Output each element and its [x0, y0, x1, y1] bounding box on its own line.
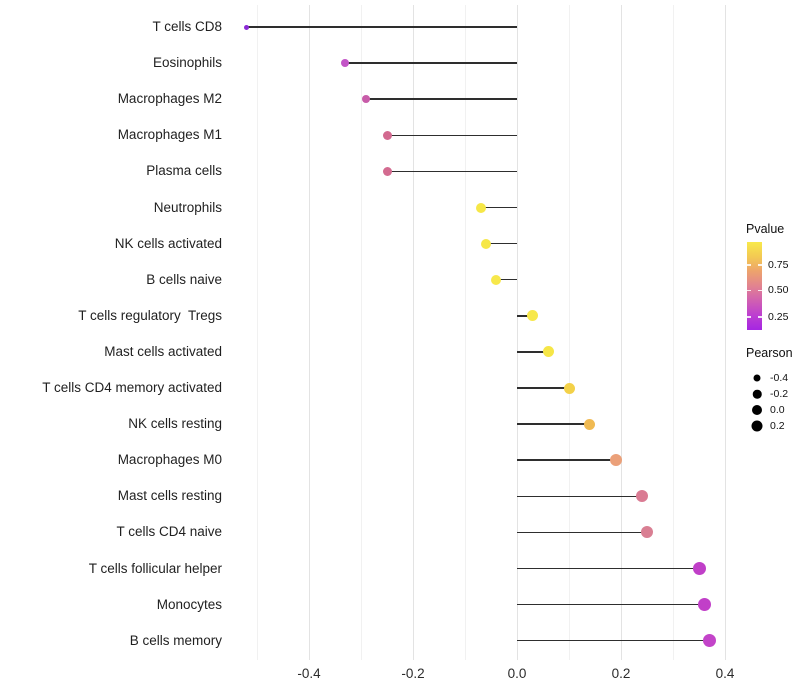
stem-nk-cells-activated [485, 242, 517, 245]
stem-t-cells-cd8 [246, 26, 517, 28]
point-mast-cells-activated [542, 346, 554, 358]
point-t-cells-regulatory-tregs [527, 310, 539, 322]
y-label-t-cells-cd4-memory-activated: T cells CD4 memory activated [42, 380, 222, 395]
legend-pvalue-title: Pvalue [746, 222, 785, 236]
stem-t-cells-regulatory-tregs [517, 315, 533, 317]
gridline-minor--0.5 [257, 5, 258, 660]
stem-macrophages-m1 [387, 134, 517, 137]
gridline-minor-0.3 [673, 5, 674, 660]
y-label-mast-cells-activated: Mast cells activated [104, 343, 222, 359]
pearson-size-label-0.2: 0.2 [770, 420, 785, 432]
pvalue-tickmark-0.75-left [747, 264, 751, 266]
y-label-nk-cells-resting: NK cells resting [128, 416, 222, 432]
point-b-cells-memory [702, 634, 716, 648]
stem-macrophages-m0 [517, 459, 616, 461]
point-t-cells-cd4-naive [641, 526, 653, 539]
pvalue-tick-0.50: 0.50 [768, 284, 789, 297]
point-macrophages-m1 [382, 130, 392, 140]
stem-t-cells-cd4-naive [517, 531, 647, 534]
y-label-b-cells-memory: B cells memory [129, 632, 222, 648]
plot-panel [235, 5, 737, 660]
y-label-t-cells-cd8: T cells CD8 [152, 19, 222, 34]
stem-monocytes [517, 603, 705, 606]
pvalue-tickmark-0.25-left [747, 316, 751, 318]
y-label-t-cells-cd4-naive: T cells CD4 naive [116, 524, 222, 540]
point-neutrophils [475, 202, 486, 213]
y-label-mast-cells-resting: Mast cells resting [117, 488, 222, 504]
y-label-eosinophils: Eosinophils [152, 55, 222, 71]
pearson-size-dot--0.2 [752, 389, 762, 399]
gridline-minor--0.1 [465, 5, 466, 660]
pvalue-colorbar [747, 242, 762, 330]
pearson-size-dot-0.2 [751, 420, 763, 432]
stem-b-cells-naive [496, 278, 517, 281]
stem-eosinophils [345, 62, 517, 64]
y-label-macrophages-m1: Macrophages M1 [117, 127, 222, 143]
y-label-macrophages-m2: Macrophages M2 [117, 91, 222, 107]
pvalue-tick-0.75: 0.75 [768, 258, 789, 271]
gridline-major--0.4 [309, 5, 310, 660]
stem-nk-cells-resting [517, 423, 590, 425]
pvalue-tickmark-0.75-right [758, 264, 762, 266]
point-b-cells-naive [491, 274, 502, 285]
stem-mast-cells-activated [517, 351, 549, 353]
stem-t-cells-cd4-memory-activated [517, 387, 569, 389]
stem-t-cells-follicular-helper [517, 567, 699, 570]
pearson-size-label--0.2: -0.2 [770, 388, 789, 400]
x-tick--0.2: -0.2 [401, 666, 425, 681]
pvalue-tickmark-0.25-right [758, 316, 762, 318]
y-label-plasma-cells: Plasma cells [146, 163, 222, 179]
point-t-cells-follicular-helper [692, 562, 706, 575]
pvalue-tickmark-0.50-left [747, 289, 751, 292]
point-macrophages-m0 [609, 454, 622, 467]
y-label-monocytes: Monocytes [156, 596, 222, 612]
point-eosinophils [341, 59, 350, 68]
y-label-macrophages-m0: Macrophages M0 [117, 452, 222, 468]
y-label-t-cells-follicular-helper: T cells follicular helper [88, 560, 222, 576]
point-mast-cells-resting [635, 490, 648, 503]
stem-plasma-cells [387, 170, 517, 173]
gridline-major-0.4 [725, 5, 726, 660]
pvalue-tick-0.25: 0.25 [768, 310, 789, 323]
point-t-cells-cd4-memory-activated [563, 382, 575, 394]
x-tick-0.0: 0.0 [507, 666, 527, 681]
gridline-major-0.2 [621, 5, 622, 660]
stem-b-cells-memory [517, 639, 710, 642]
y-label-neutrophils: Neutrophils [153, 199, 222, 215]
pvalue-tickmark-0.50-right [758, 289, 762, 292]
x-tick-0.2: 0.2 [611, 666, 631, 681]
point-monocytes [697, 598, 711, 612]
pearson-size-label--0.4: -0.4 [770, 372, 789, 384]
point-nk-cells-activated [480, 238, 491, 249]
x-tick-0.4: 0.4 [715, 666, 735, 681]
point-plasma-cells [382, 166, 392, 176]
y-label-b-cells-naive: B cells naive [146, 271, 222, 287]
pearson-size-label-0.0: 0.0 [770, 404, 785, 416]
gridline-minor--0.3 [361, 5, 362, 660]
stem-mast-cells-resting [517, 495, 642, 498]
stem-macrophages-m2 [366, 98, 517, 100]
point-nk-cells-resting [584, 418, 596, 430]
y-label-nk-cells-activated: NK cells activated [114, 235, 222, 251]
pearson-size-dot--0.4 [753, 374, 761, 382]
stem-neutrophils [480, 206, 517, 209]
gridline-major-0.0 [517, 5, 518, 660]
x-tick--0.4: -0.4 [297, 666, 321, 681]
point-macrophages-m2 [362, 95, 371, 104]
gridline-major--0.2 [413, 5, 414, 660]
y-label-t-cells-regulatory-tregs: T cells regulatory Tregs [78, 307, 222, 323]
gridline-minor-0.1 [569, 5, 570, 660]
pearson-size-dot-0.0 [752, 405, 762, 415]
point-t-cells-cd8 [244, 24, 250, 30]
legend-pearson-title: Pearson [746, 346, 793, 360]
